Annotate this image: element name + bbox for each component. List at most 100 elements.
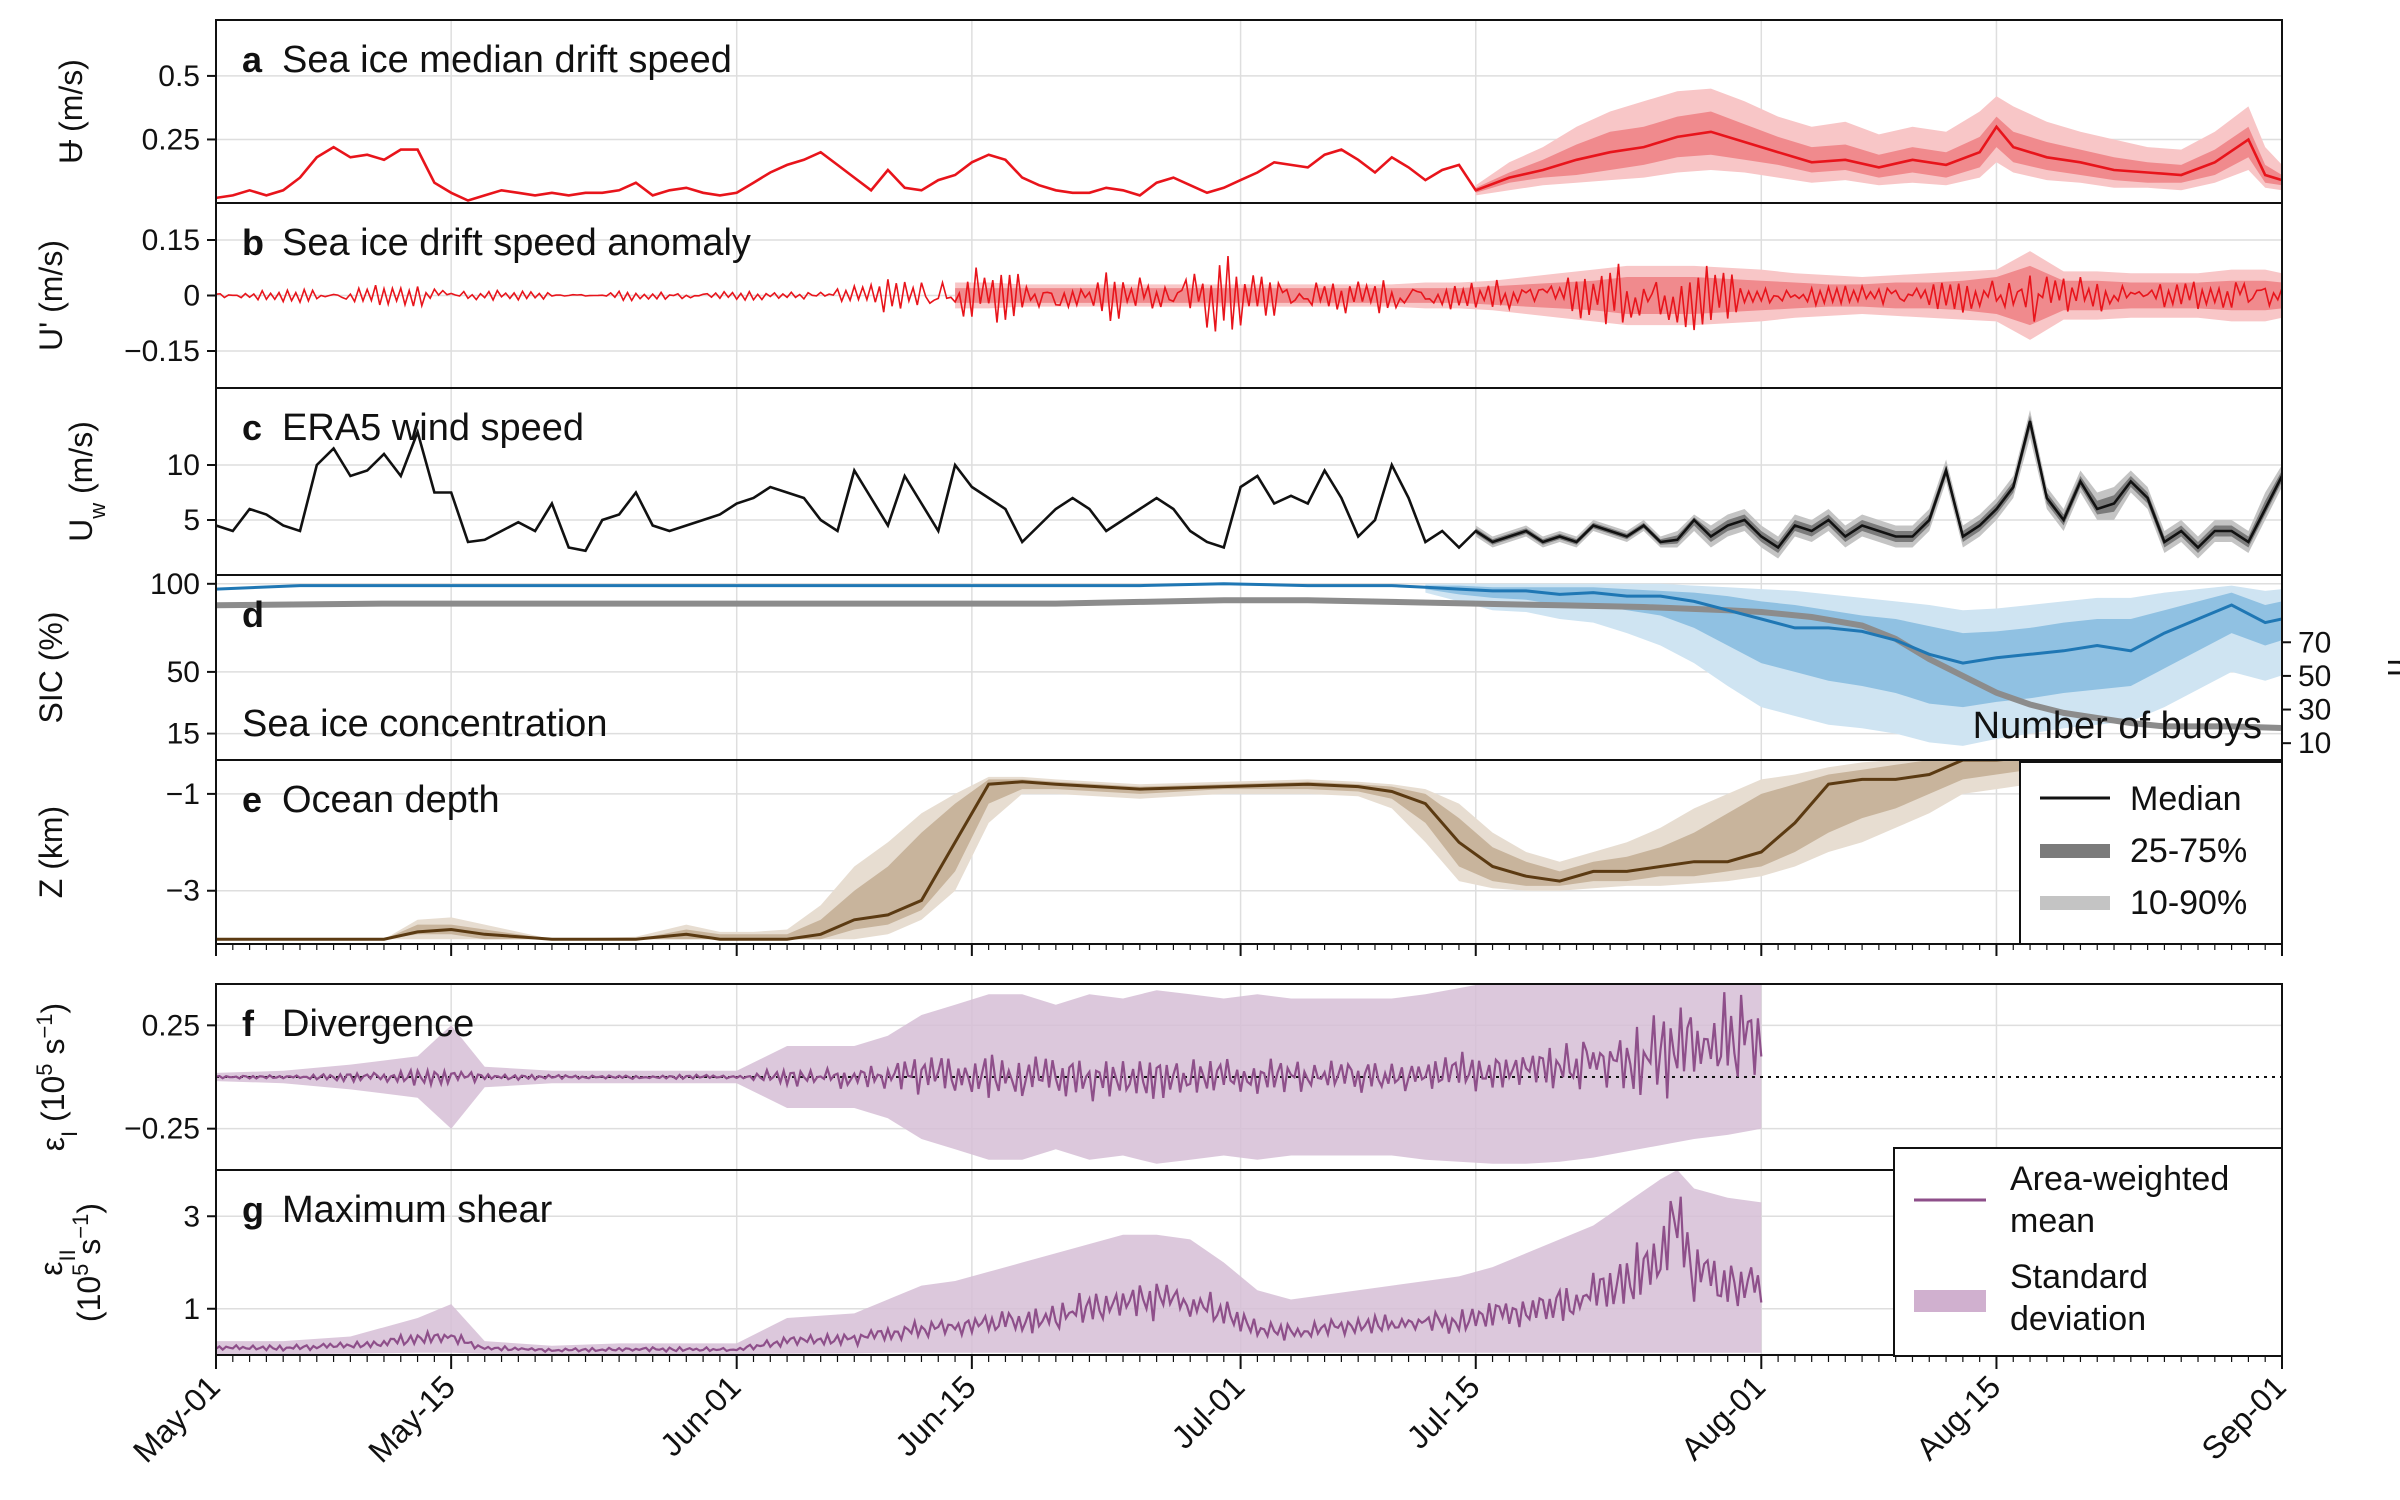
band-iqr-d — [1425, 585, 2282, 708]
panel-c: 5 10 c ERA5 wind speed Uw (m/s) — [63, 387, 2283, 576]
legend-mean-label-1: Area-weighted — [2010, 1160, 2229, 1198]
buoys-annotation-d: Number of buoys — [1973, 705, 2262, 747]
panel-letter-c: c — [242, 407, 262, 448]
x-tick-label-1: May-15 — [361, 1368, 462, 1469]
panel-a: 0.25 0.5 a Sea ice median drift speed U (m/s… — [53, 19, 2283, 204]
y-label-a: U (m/s) — [53, 59, 89, 164]
y-label-b: U' (m/s) — [33, 240, 69, 351]
median-line-c — [216, 420, 2282, 553]
x-tick-label-5: Jul-15 — [1400, 1368, 1487, 1455]
legend-top: Median 25-75% 10-90% — [2019, 761, 2283, 945]
x-tick-label-2: Jun-01 — [653, 1368, 748, 1463]
y-axis-g: 13 — [183, 1200, 216, 1326]
median-line-e — [216, 760, 2018, 941]
y-label-f: εI (105 s−1) — [32, 1003, 82, 1151]
panel-letter-g: g — [242, 1189, 264, 1230]
x-tick-label-4: Jul-01 — [1164, 1368, 1251, 1455]
buoys-line-d — [216, 597, 2282, 731]
plot-area-a — [216, 88, 2282, 202]
legend-bottom-box — [1893, 1147, 2283, 1357]
band-p90-e — [216, 760, 2282, 940]
x-tick-label-7: Aug-15 — [1909, 1368, 2007, 1466]
y-label-c: Uw (m/s) — [63, 421, 110, 542]
y-axis-c: 5 10 — [167, 449, 216, 537]
panel-d: 15 50 100 d Sea ice concentration Number of b… — [33, 568, 2400, 761]
panel-title-e: Ocean depth — [282, 779, 500, 821]
y-axis-a: 0.25 0.5 — [142, 60, 216, 156]
y-tick-label-g-1: 3 — [183, 1200, 200, 1233]
legend-iqr-label: 25-75% — [2130, 832, 2247, 870]
x-tick-label-0: May-01 — [126, 1368, 227, 1469]
plot-area-e — [216, 760, 2282, 941]
legend-bottom: Area-weighted mean Standard deviation — [1893, 1147, 2283, 1357]
panel-letter-a: a — [242, 39, 263, 80]
y2-tick-label-d-0: 10 — [2298, 727, 2331, 760]
y2-label-d: n — [2381, 659, 2400, 677]
y2-tick-label-d-3: 70 — [2298, 626, 2331, 659]
panel-letter-b: b — [242, 222, 264, 263]
plot-area-f — [216, 984, 2282, 1164]
y-tick-label-c-1: 10 — [167, 449, 200, 482]
panel-title-f: Divergence — [282, 1003, 474, 1045]
y-tick-label-e-1: −1 — [166, 778, 200, 811]
panel-letter-e: e — [242, 779, 262, 820]
panel-letter-d: d — [242, 594, 264, 635]
y2-tick-label-d-1: 30 — [2298, 694, 2331, 727]
x-tick-label-3: Jun-15 — [888, 1368, 983, 1463]
y-tick-label-f-1: 0.25 — [142, 1009, 200, 1042]
y-axis-d: 15 50 100 — [150, 568, 216, 751]
y-axis-b: −0.15 0 0.15 — [124, 224, 216, 368]
panels: 0.25 0.5 a Sea ice median drift speed U (m/s… — [32, 19, 2400, 1356]
plot-area-b — [216, 251, 2282, 340]
panel-f: −0.25 0.25 f Divergence εI (105 s−1) — [32, 983, 2283, 1171]
panel-title-a: Sea ice median drift speed — [282, 39, 732, 81]
plot-area-c — [216, 410, 2282, 559]
y-tick-label-a-1: 0.5 — [158, 60, 200, 93]
band-sd-f — [216, 984, 1762, 1164]
y-tick-label-c-0: 5 — [183, 504, 200, 537]
panel-e: −3 −1 e Ocean depth Z (km) — [33, 759, 2283, 945]
y-axis-f: −0.25 0.25 — [124, 1009, 216, 1146]
legend-median-label: Median — [2130, 780, 2242, 818]
band-sd-g — [216, 1170, 1762, 1355]
y-axis-e: −3 −1 — [166, 778, 216, 908]
y-tick-label-f-0: −0.25 — [124, 1113, 200, 1146]
y-label-d: SIC (%) — [33, 612, 69, 724]
y-tick-label-d-1: 50 — [167, 656, 200, 689]
y-tick-label-e-0: −3 — [166, 875, 200, 908]
x-tick-label-6: Aug-01 — [1674, 1368, 1772, 1466]
band-iqr-b — [955, 265, 2282, 326]
plot-area-g — [216, 1170, 1763, 1355]
legend-sd-label-2: deviation — [2010, 1300, 2146, 1338]
y2-tick-label-d-2: 50 — [2298, 660, 2331, 693]
band-iqr-e — [216, 760, 2282, 940]
panel-title-c: ERA5 wind speed — [282, 407, 584, 449]
y-tick-label-d-0: 15 — [167, 718, 200, 751]
band-iqr-c — [1475, 415, 2282, 553]
y-label-g: εII(105 s−1) — [33, 1203, 107, 1322]
mean-line-f — [216, 992, 1763, 1102]
legend-sd-swatch — [1914, 1290, 1986, 1312]
y-tick-label-d-2: 100 — [150, 568, 200, 601]
legend-mean-label-2: mean — [2010, 1202, 2095, 1240]
y-label-e: Z (km) — [33, 806, 69, 898]
sic-median-line-d — [216, 582, 2282, 665]
x-tick-label-8: Sep-01 — [2195, 1368, 2293, 1466]
panel-title-b: Sea ice drift speed anomaly — [282, 222, 751, 264]
median-line-a — [216, 124, 2282, 202]
legend-sd-label-1: Standard — [2010, 1258, 2148, 1296]
y-tick-label-b-2: 0.15 — [142, 224, 200, 257]
y-tick-label-b-1: 0 — [183, 280, 200, 313]
mean-line-g — [216, 1196, 1763, 1354]
band-iqr-a — [1475, 111, 2282, 193]
panel-title-d: Sea ice concentration — [242, 703, 607, 745]
y-tick-label-g-0: 1 — [183, 1293, 200, 1326]
panel-letter-f: f — [242, 1003, 255, 1044]
anomaly-line-b — [216, 256, 2282, 332]
legend-iqr-swatch — [2040, 844, 2110, 858]
panel-b: −0.15 0 0.15 b Sea ice drift speed anomaly U'… — [33, 202, 2283, 389]
y-tick-label-a-0: 0.25 — [142, 123, 200, 156]
legend-p90-swatch — [2040, 896, 2110, 910]
